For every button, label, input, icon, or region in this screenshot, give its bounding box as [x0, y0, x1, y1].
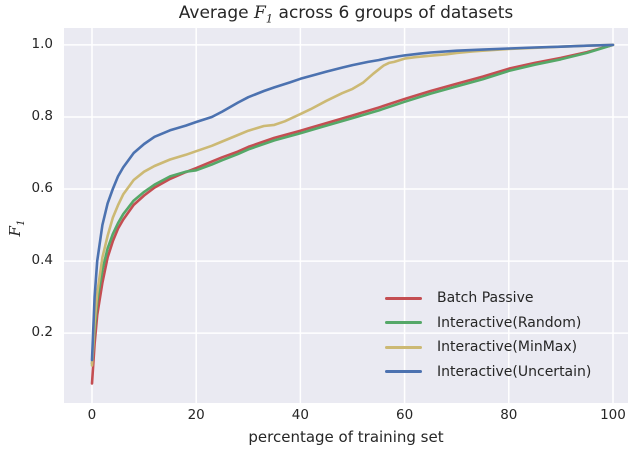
y-axis-label-sub: 1 — [15, 219, 27, 227]
y-tick-label: 0.2 — [31, 324, 53, 341]
plot-area: Batch Passive Interactive(Random) Interact… — [64, 28, 628, 403]
series-line-batch-passive — [90, 43, 615, 385]
x-tick-label: 40 — [291, 407, 309, 423]
y-axis-label: F1 — [5, 211, 27, 245]
legend-line-swatch — [385, 370, 422, 374]
legend-label: Interactive(Random) — [437, 314, 582, 331]
x-tick-label: 20 — [187, 407, 205, 423]
legend-line-swatch — [385, 296, 422, 300]
series-line-interactive-minmax — [90, 43, 615, 367]
y-axis-label-var: F — [5, 226, 24, 237]
series-line-interactive-uncertain — [90, 43, 615, 362]
chart-title-prefix: Average — [178, 3, 254, 23]
x-tick-label: 60 — [395, 407, 414, 423]
plot-svg — [64, 28, 628, 403]
series-line-interactive-random — [90, 43, 615, 366]
chart-title-sub: 1 — [265, 11, 274, 26]
x-tick-label: 80 — [500, 407, 518, 423]
legend-label: Interactive(MinMax) — [437, 339, 578, 356]
chart-title-var: F — [253, 3, 266, 23]
legend-label: Interactive(Uncertain) — [437, 363, 592, 380]
x-tick-label: 0 — [87, 407, 97, 423]
x-axis-label: percentage of training set — [248, 428, 444, 446]
legend-item: Interactive(Random) — [385, 311, 591, 336]
y-tick-label: 1.0 — [31, 35, 53, 52]
legend-item: Interactive(Uncertain) — [385, 360, 591, 385]
legend-item: Batch Passive — [385, 286, 591, 311]
y-tick-label: 0.6 — [31, 180, 53, 197]
legend: Batch Passive Interactive(Random) Interact… — [385, 286, 591, 384]
chart-title: Average F1 across 6 groups of datasets — [64, 3, 628, 25]
legend-line-swatch — [385, 321, 422, 325]
legend-item: Interactive(MinMax) — [385, 335, 591, 360]
y-tick-label: 0.8 — [31, 107, 53, 124]
chart-title-suffix: across 6 groups of datasets — [273, 3, 514, 23]
legend-label: Batch Passive — [437, 290, 534, 307]
legend-line-swatch — [385, 345, 422, 349]
x-tick-label: 100 — [600, 407, 626, 423]
y-tick-label: 0.4 — [31, 252, 53, 269]
